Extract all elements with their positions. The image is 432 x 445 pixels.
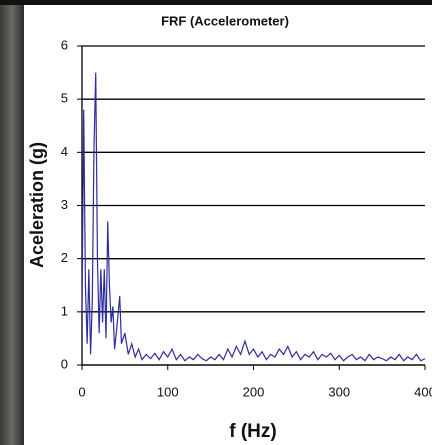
y-axis-label: Aceleration (g): [27, 142, 47, 268]
x-tick-label: 200: [243, 384, 265, 399]
y-tick-label: 2: [61, 250, 68, 265]
x-tick-label: 400: [414, 384, 432, 399]
chart-title: FRF (Accelerometer): [161, 13, 289, 28]
top-bar: [0, 0, 432, 5]
y-tick-label: 6: [61, 37, 68, 52]
x-tick-label: 0: [78, 384, 85, 399]
y-tick-label: 4: [61, 144, 68, 159]
y-tick-label: 5: [61, 91, 68, 106]
data-line: [81, 72, 426, 362]
x-tick-label: 300: [328, 384, 350, 399]
y-tick-label: 0: [61, 356, 68, 371]
y-tick-label: 1: [61, 303, 68, 318]
x-axis-label: f (Hz): [229, 421, 276, 442]
y-tick-label: 3: [61, 197, 68, 212]
x-tick-label: 100: [157, 384, 179, 399]
photo-strip: [0, 0, 24, 445]
